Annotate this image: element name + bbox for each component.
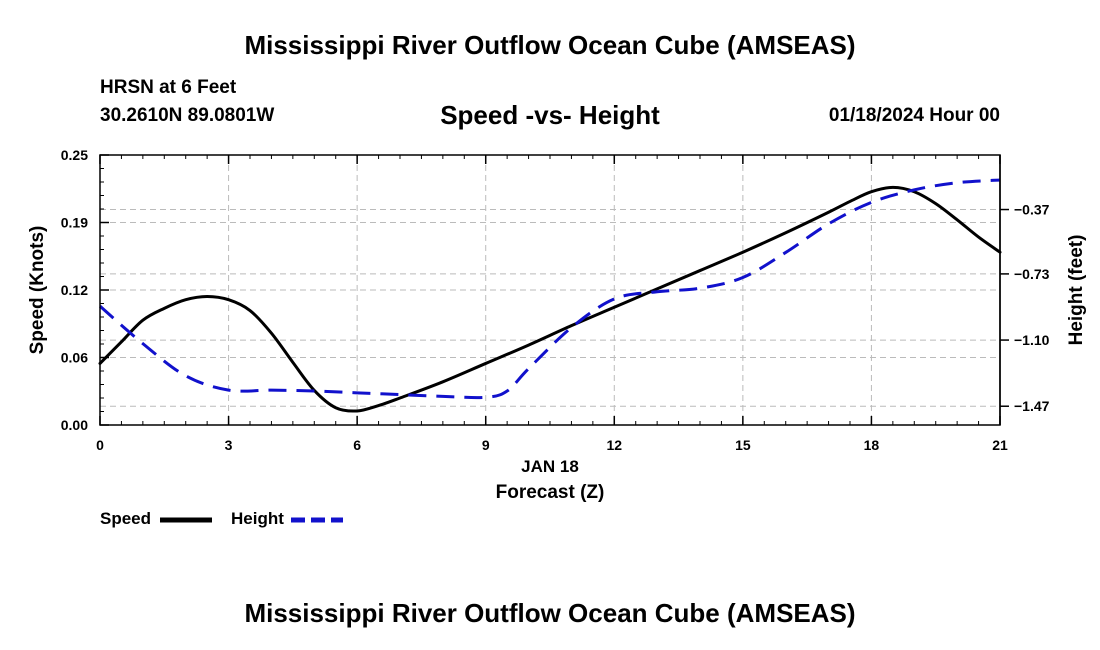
forecast-timestamp: 01/18/2024 Hour 00 (828, 105, 1000, 126)
x-tick-label: 9 (482, 437, 490, 453)
series-lines (98, 178, 1002, 413)
x-tick-label: 12 (606, 437, 622, 453)
y-tick-label: 0.19 (61, 215, 88, 231)
series-height-line (99, 178, 1001, 400)
chart-title: Mississippi River Outflow Ocean Cube (AM… (244, 30, 856, 60)
legend-speed-label: Speed (100, 509, 152, 528)
y2-tick-label: −0.37 (1014, 202, 1050, 218)
y-tick-label: 0.06 (61, 350, 88, 366)
x-tick-label: 21 (992, 437, 1008, 453)
y2-tick-label: −1.10 (1014, 332, 1050, 348)
coordinates-label: 30.2610N 89.0801W (100, 105, 275, 126)
x-axis-label: Forecast (Z) (495, 482, 605, 503)
footer-title: Mississippi River Outflow Ocean Cube (AM… (244, 598, 856, 628)
axis-ticks: 0 3 6 9 12 15 18 21 0.00 0.06 0.12 0.19 0.25 −1.47 −1.… (61, 147, 1050, 453)
y2-tick-label: −0.73 (1014, 266, 1050, 282)
y-tick-label: 0.25 (61, 147, 88, 163)
x-axis-date-label: JAN 18 (521, 457, 579, 476)
y2-tick-label: −1.47 (1014, 398, 1050, 414)
y-axis-label: Speed (Knots) (27, 226, 48, 355)
x-tick-label: 15 (735, 437, 751, 453)
y2-axis-label: Height (feet) (1066, 235, 1087, 346)
x-tick-label: 18 (864, 437, 880, 453)
x-tick-label: 6 (353, 437, 361, 453)
legend-height-label: Height (231, 509, 284, 528)
chart-subtitle: Speed -vs- Height (440, 100, 660, 130)
plot-frame (99, 154, 1001, 426)
series-speed-line (98, 185, 1002, 413)
station-label: HRSN at 6 Feet (100, 77, 237, 98)
x-tick-label: 0 (96, 437, 104, 453)
x-tick-label: 3 (225, 437, 233, 453)
y-tick-label: 0.00 (61, 417, 88, 433)
y-tick-label: 0.12 (61, 282, 88, 298)
grid-lines (100, 155, 1000, 425)
